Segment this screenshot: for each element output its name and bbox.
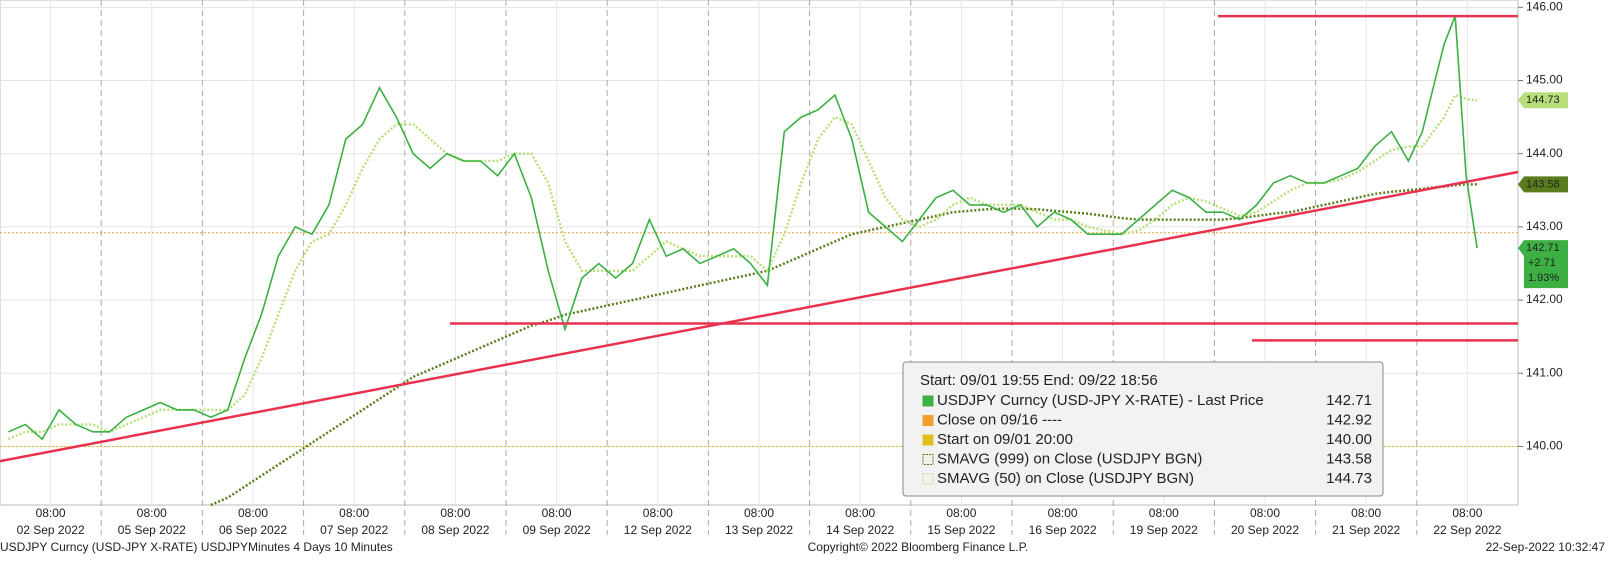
legend-header: Start: 09/01 19:55 End: 09/22 18:56 <box>920 372 1158 389</box>
x-date-label: 07 Sep 2022 <box>320 523 388 537</box>
x-tick-label: 08:00 <box>339 506 369 520</box>
legend-name: Close on 09/16 ---- <box>937 411 1062 428</box>
price-tag-label: 144.73 <box>1526 94 1560 106</box>
x-tick-label: 08:00 <box>946 506 976 520</box>
trend-line <box>0 170 1519 463</box>
x-date-label: 05 Sep 2022 <box>118 523 186 537</box>
legend-value: 144.73 <box>1326 470 1372 487</box>
footer-center: Copyright© 2022 Bloomberg Finance L.P. <box>808 540 1029 554</box>
x-date-label: 06 Sep 2022 <box>219 523 287 537</box>
legend-value: 142.71 <box>1326 392 1372 409</box>
x-tick-label: 08:00 <box>137 506 167 520</box>
legend-value: 140.00 <box>1326 431 1372 448</box>
x-date-label: 09 Sep 2022 <box>523 523 591 537</box>
legend: Start: 09/01 19:55 End: 09/22 18:56 USDJP… <box>902 361 1384 497</box>
sma50-line <box>7 93 1478 441</box>
x-tick-label: 08:00 <box>238 506 268 520</box>
x-date-label: 19 Sep 2022 <box>1130 523 1198 537</box>
x-tick-label: 08:00 <box>36 506 66 520</box>
legend-swatch <box>922 415 934 426</box>
legend-swatch <box>922 395 934 407</box>
x-date-label: 22 Sep 2022 <box>1433 523 1501 537</box>
last-tag-pct: 1.93% <box>1528 272 1559 284</box>
x-date-label: 14 Sep 2022 <box>826 523 894 537</box>
x-tick-label: 08:00 <box>1149 506 1179 520</box>
x-date-label: 16 Sep 2022 <box>1029 523 1097 537</box>
x-tick-label: 08:00 <box>845 506 875 520</box>
y-tick-label: 142.00 <box>1526 292 1563 306</box>
last-tag-label: 142.71 <box>1526 242 1560 254</box>
price-tag-label: 143.58 <box>1526 178 1560 190</box>
x-tick-label: 08:00 <box>440 506 470 520</box>
x-date-label: 20 Sep 2022 <box>1231 523 1299 537</box>
x-date-label: 15 Sep 2022 <box>927 523 995 537</box>
x-date-label: 21 Sep 2022 <box>1332 523 1400 537</box>
y-tick-label: 146.00 <box>1526 0 1563 13</box>
y-tick-label: 140.00 <box>1526 439 1563 453</box>
last-tag-change: +2.71 <box>1528 257 1556 269</box>
footer-left: USDJPY Curncy (USD-JPY X-RATE) USDJPYMin… <box>0 540 393 554</box>
y-tick-label: 143.00 <box>1526 219 1563 233</box>
legend-box <box>902 361 1384 497</box>
y-tick-label: 144.00 <box>1526 146 1563 160</box>
x-date-label: 13 Sep 2022 <box>725 523 793 537</box>
x-tick-label: 08:00 <box>744 506 774 520</box>
price-line <box>8 15 1478 441</box>
x-date-label: 08 Sep 2022 <box>421 523 489 537</box>
legend-swatch <box>922 473 934 485</box>
x-tick-label: 08:00 <box>1250 506 1280 520</box>
x-tick-label: 08:00 <box>542 506 572 520</box>
footer-right: 22-Sep-2022 10:32:47 <box>1486 540 1606 554</box>
x-date-label: 12 Sep 2022 <box>624 523 692 537</box>
legend-name: Start on 09/01 20:00 <box>937 431 1073 448</box>
legend-name: SMAVG (50) on Close (USDJPY BGN) <box>937 470 1194 487</box>
legend-value: 143.58 <box>1326 450 1372 467</box>
price-tag <box>1518 176 1568 193</box>
y-tick-label: 145.00 <box>1526 73 1563 87</box>
x-tick-label: 08:00 <box>1048 506 1078 520</box>
x-tick-label: 08:00 <box>643 506 673 520</box>
x-tick-label: 08:00 <box>1452 506 1482 520</box>
legend-swatch <box>922 434 934 446</box>
x-tick-label: 08:00 <box>1351 506 1381 520</box>
last-tag <box>1518 240 1568 289</box>
legend-value: 142.92 <box>1326 411 1372 428</box>
legend-swatch <box>922 454 934 465</box>
legend-name: SMAVG (999) on Close (USDJPY BGN) <box>937 450 1202 467</box>
price-tag <box>1518 92 1568 109</box>
y-tick-label: 141.00 <box>1526 365 1563 379</box>
legend-name: USDJPY Curncy (USD-JPY X-RATE) - Last Pr… <box>937 392 1264 409</box>
x-date-label: 02 Sep 2022 <box>17 523 85 537</box>
